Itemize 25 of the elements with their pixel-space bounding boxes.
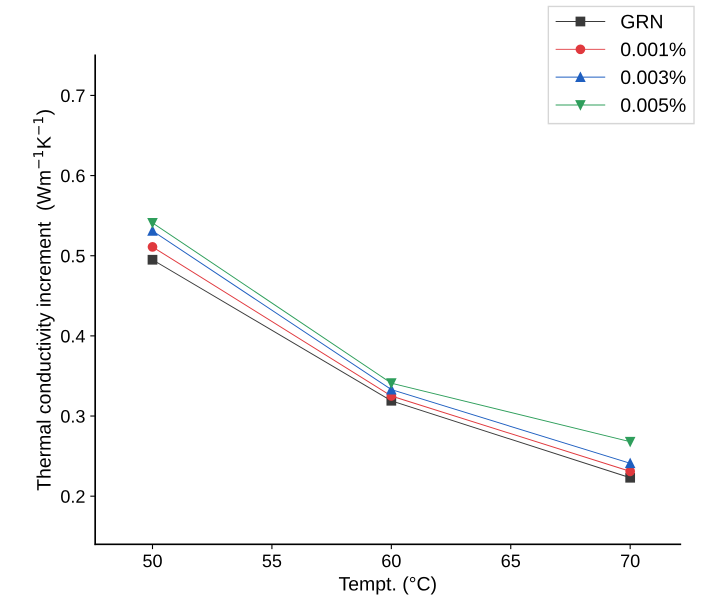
y-axis-title: Thermal conductivity increment (Wm$^{−1}$K$^{−1}$) [33, 110, 55, 490]
y-tick-label: 0.5 [61, 250, 85, 262]
y-tick-label: 0.6 [61, 170, 85, 182]
point [148, 218, 158, 228]
x-tick-label: 70 [621, 554, 640, 568]
x-tick-label: 55 [262, 554, 282, 568]
point [148, 242, 158, 252]
legend-label: 0.003% [621, 70, 686, 84]
point [148, 254, 158, 265]
y-tick-label: 0.4 [61, 330, 85, 343]
x-axis-title: Tempt. (°C) [338, 576, 436, 595]
legend-label: 0.001% [621, 42, 686, 56]
point [386, 378, 396, 388]
x-tick-label: 50 [143, 554, 162, 568]
point [148, 226, 158, 236]
x-tick-label: 60 [382, 554, 401, 568]
point [625, 458, 636, 468]
point [386, 384, 396, 394]
y-tick-label: 0.2 [61, 490, 85, 503]
y-tick-label: 0.7 [61, 89, 85, 102]
y-tick-label: 0.3 [61, 410, 85, 423]
legend-label: 0.005% [621, 98, 686, 112]
x-tick-label: 65 [502, 554, 520, 568]
legend-label: GRN [621, 14, 662, 28]
point [625, 436, 636, 447]
